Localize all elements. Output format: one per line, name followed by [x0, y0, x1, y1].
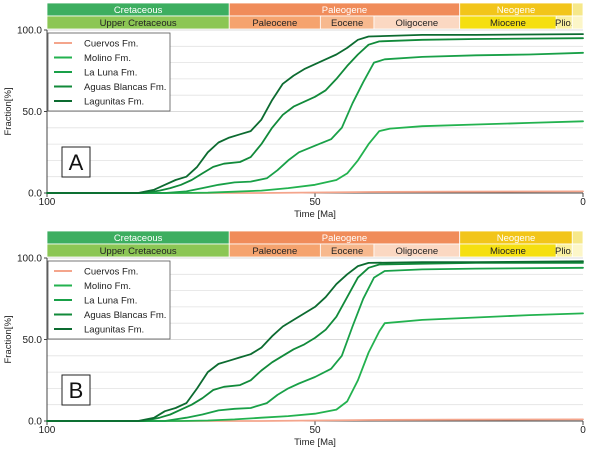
x-axis-label: Time [Ma]: [294, 209, 336, 220]
period-label: Neogene: [497, 233, 536, 244]
epoch-band: [571, 243, 584, 258]
series-line-cuervos-fm: [46, 190, 584, 194]
epoch-label: Miocene: [490, 246, 526, 257]
period-label: Paleogene: [322, 233, 367, 244]
epoch-label: Plio.: [555, 246, 573, 257]
y-tick-label: 0.0: [28, 189, 42, 200]
period-label: Neogene: [497, 5, 536, 16]
series-line-lagunitas-fm: [46, 33, 584, 194]
x-tick-label: 50: [309, 425, 321, 436]
period-band: [571, 230, 584, 245]
chart-panel-a: Cretaceous Paleogene Neogene Upper Cretaceo…: [3, 2, 586, 220]
legend-label: Molino Fm.: [84, 281, 131, 292]
series-line-la-luna-fm: [46, 51, 584, 194]
series-line-aguas-blancas-fm: [46, 37, 584, 194]
legend-label: Lagunitas Fm.: [84, 325, 144, 336]
gridlines: [47, 29, 583, 194]
y-tick-label: 0.0: [28, 417, 42, 428]
series-line-cuervos-fm: [46, 418, 584, 422]
epoch-label: Eocene: [331, 18, 363, 29]
legend-label: Aguas Blancas Fm.: [84, 310, 166, 321]
legend-label: Molino Fm.: [84, 53, 131, 64]
y-tick-label: 50.0: [23, 335, 43, 346]
series-line-aguas-blancas-fm: [46, 262, 584, 422]
y-axis-label: Fraction[%]: [3, 315, 14, 363]
y-tick-label: 100.0: [17, 26, 42, 37]
legend-label: La Luna Fm.: [84, 68, 137, 79]
series-line-molino-fm: [46, 312, 584, 422]
epoch-label: Oligocene: [395, 246, 438, 257]
series-line-molino-fm: [46, 120, 584, 194]
legend-label: Cuervos Fm.: [84, 39, 138, 50]
series-lines: [46, 260, 584, 422]
epoch-band: [571, 15, 584, 30]
x-tick-label: 50: [309, 197, 321, 208]
panel-label: B: [69, 378, 84, 403]
epoch-label: Miocene: [490, 18, 526, 29]
x-tick-label: 100: [39, 425, 56, 436]
timescale: Cretaceous Paleogene Neogene Upper Cretaceo…: [46, 2, 584, 30]
panel-label-box: [61, 374, 91, 406]
legend: Cuervos Fm. Molino Fm. La Luna Fm. Aguas Bl…: [47, 32, 171, 112]
series-line-la-luna-fm: [46, 266, 584, 422]
y-tick-label: 50.0: [23, 107, 43, 118]
epoch-label: Paleocene: [252, 246, 297, 257]
epoch-label: Upper Cretaceous: [100, 246, 177, 257]
chart-panel-b: Cretaceous Paleogene Neogene Upper Cretaceo…: [3, 230, 586, 448]
timescale: Cretaceous Paleogene Neogene Upper Cretaceo…: [46, 230, 584, 258]
legend: Cuervos Fm. Molino Fm. La Luna Fm. Aguas Bl…: [47, 260, 171, 340]
epoch-label: Paleocene: [252, 18, 297, 29]
series-line-lagunitas-fm: [46, 260, 584, 422]
panel-label: A: [69, 150, 84, 175]
period-label: Cretaceous: [114, 5, 163, 16]
legend-label: Cuervos Fm.: [84, 267, 138, 278]
legend-label: La Luna Fm.: [84, 296, 137, 307]
period-label: Cretaceous: [114, 233, 163, 244]
series-lines: [46, 33, 584, 194]
period-band: [571, 2, 584, 17]
x-tick-label: 0: [580, 197, 586, 208]
epoch-label: Upper Cretaceous: [100, 18, 177, 29]
legend-label: Lagunitas Fm.: [84, 97, 144, 108]
period-label: Paleogene: [322, 5, 367, 16]
y-axis-label: Fraction[%]: [3, 87, 14, 135]
epoch-label: Oligocene: [395, 18, 438, 29]
x-tick-label: 0: [580, 425, 586, 436]
x-axis-label: Time [Ma]: [294, 437, 336, 448]
x-tick-label: 100: [39, 197, 56, 208]
epoch-label: Eocene: [331, 246, 363, 257]
y-tick-label: 100.0: [17, 254, 42, 265]
panel-label-box: [61, 146, 91, 178]
legend-label: Aguas Blancas Fm.: [84, 82, 166, 93]
epoch-label: Plio.: [555, 18, 573, 29]
